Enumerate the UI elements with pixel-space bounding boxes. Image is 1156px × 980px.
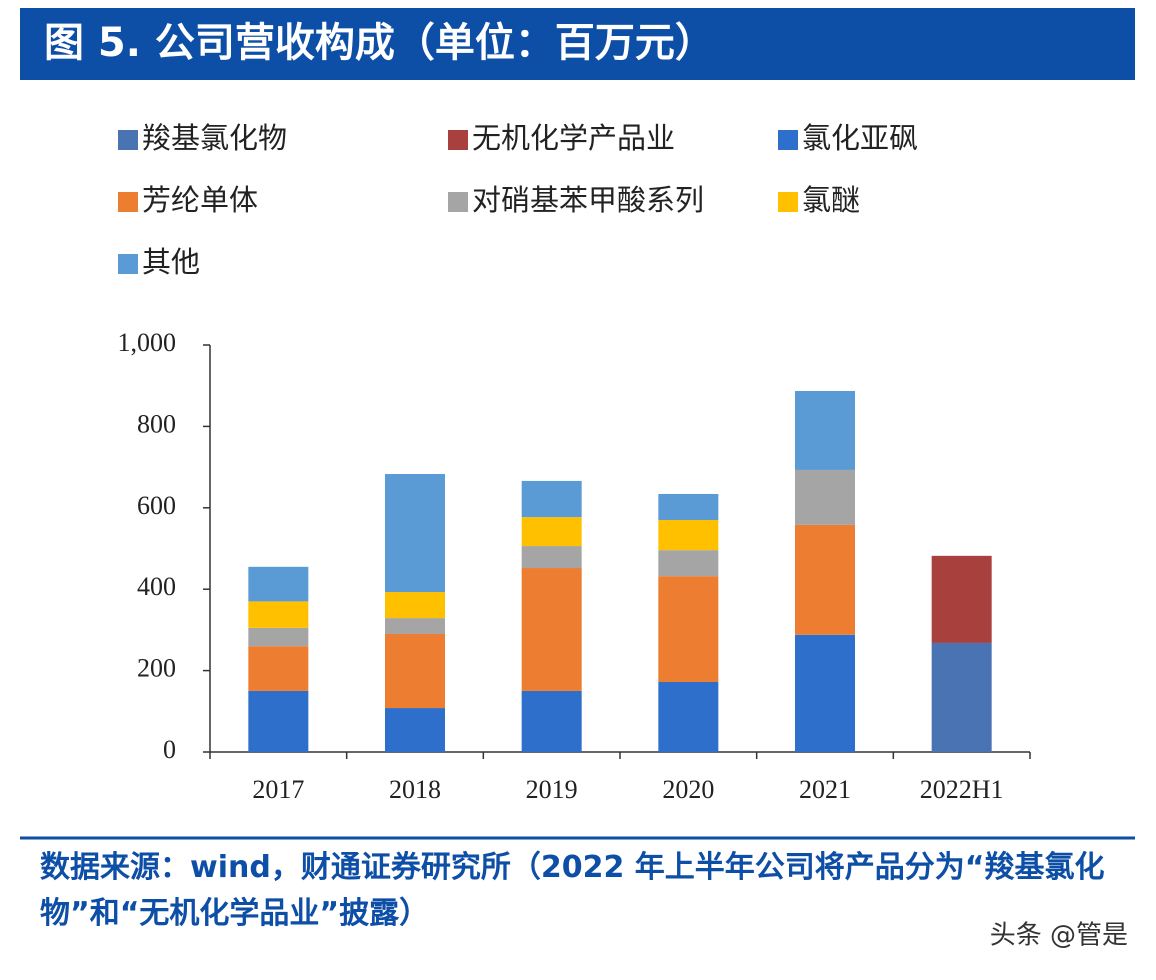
bar-segment	[248, 690, 309, 752]
bar-segment	[795, 390, 855, 470]
x-tick-label: 2022H1	[920, 775, 1004, 804]
bar-segment	[248, 601, 309, 628]
bar-segment	[521, 517, 582, 547]
legend-swatch	[778, 130, 798, 150]
watermark: 头条 @管是	[990, 921, 1128, 951]
title-banner	[20, 8, 1135, 80]
bar-segment	[658, 493, 719, 521]
y-tick-label: 600	[137, 491, 176, 520]
legend-label: 氯化亚砜	[802, 121, 918, 155]
chart-title: 图 5. 公司营收构成（单位：百万元）	[44, 20, 715, 66]
bar-segment	[385, 708, 445, 752]
legend-swatch	[118, 192, 138, 212]
bar-segment	[248, 646, 309, 691]
legend-label: 其他	[142, 245, 200, 279]
bar-segment	[521, 568, 582, 691]
y-tick-label: 0	[163, 735, 176, 764]
bar-segment	[931, 642, 992, 752]
y-tick-label: 200	[137, 654, 176, 683]
legend-label: 对硝基苯甲酸系列	[472, 183, 704, 217]
legend-label: 芳纶单体	[142, 183, 258, 217]
bar-segment	[385, 592, 445, 619]
bar-segment	[658, 681, 719, 752]
y-tick-label: 400	[137, 572, 176, 601]
bar-segment	[795, 524, 855, 635]
y-tick-label: 800	[137, 409, 176, 438]
bar-segment	[248, 627, 309, 647]
legend-swatch	[118, 130, 138, 150]
x-tick-label: 2017	[252, 775, 304, 804]
legend-swatch	[778, 192, 798, 212]
bar-segment	[658, 520, 719, 551]
bar-segment	[795, 634, 855, 752]
bar-segment	[931, 555, 992, 643]
bar-segment	[521, 546, 582, 569]
source: 数据来源：wind，财通证券研究所（2022 年上半年公司将产品分为“羧基氯化物…	[40, 850, 1105, 931]
legend-swatch	[118, 254, 138, 274]
bar-segment	[521, 480, 582, 518]
source-box: 数据来源：wind，财通证券研究所（2022 年上半年公司将产品分为“羧基氯化物…	[40, 850, 1105, 931]
legend-label: 羧基氯化物	[142, 121, 287, 155]
bar-segment	[385, 474, 445, 593]
legend-label: 氯醚	[802, 183, 860, 217]
bar-segment	[521, 690, 582, 752]
x-tick-label: 2018	[389, 775, 441, 804]
y-tick-label: 1,000	[118, 328, 177, 357]
bar-segment	[658, 550, 719, 577]
bar-segment	[248, 566, 309, 602]
legend-swatch	[448, 192, 468, 212]
legend-label: 无机化学产品业	[472, 121, 675, 155]
legend-swatch	[448, 130, 468, 150]
bar-segment	[658, 576, 719, 682]
bar-segment	[385, 618, 445, 634]
x-tick-label: 2021	[799, 775, 851, 804]
bar-segment	[795, 469, 855, 525]
x-tick-label: 2019	[526, 775, 578, 804]
bar-segment	[385, 633, 445, 709]
x-tick-label: 2020	[662, 775, 714, 804]
